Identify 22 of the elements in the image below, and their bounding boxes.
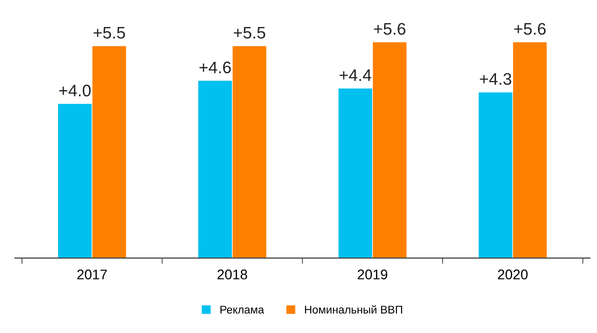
- bar: [198, 80, 232, 258]
- data-label: +5.6: [514, 22, 546, 35]
- data-label: +5.5: [234, 27, 266, 39]
- legend-label: Реклама: [220, 306, 264, 314]
- data-label: +4.6: [199, 62, 231, 74]
- x-tick-label: 2017: [77, 270, 107, 280]
- data-label: +4.4: [340, 69, 372, 81]
- legend-label: Номинальный ВВП: [305, 305, 402, 314]
- x-tick-label: 2020: [498, 270, 528, 280]
- data-label: +4.0: [59, 84, 91, 96]
- x-tick-label: 2018: [218, 270, 248, 280]
- bar: [58, 104, 92, 258]
- bar: [92, 46, 126, 258]
- x-tick-label: 2019: [358, 270, 388, 280]
- bar: [478, 92, 512, 258]
- bar: [338, 88, 372, 258]
- bar: [232, 46, 266, 258]
- bar: [372, 42, 406, 258]
- bar: [513, 42, 547, 258]
- data-label: +5.5: [94, 27, 125, 39]
- data-label: +4.3: [480, 73, 512, 85]
- data-label: +5.6: [374, 22, 406, 35]
